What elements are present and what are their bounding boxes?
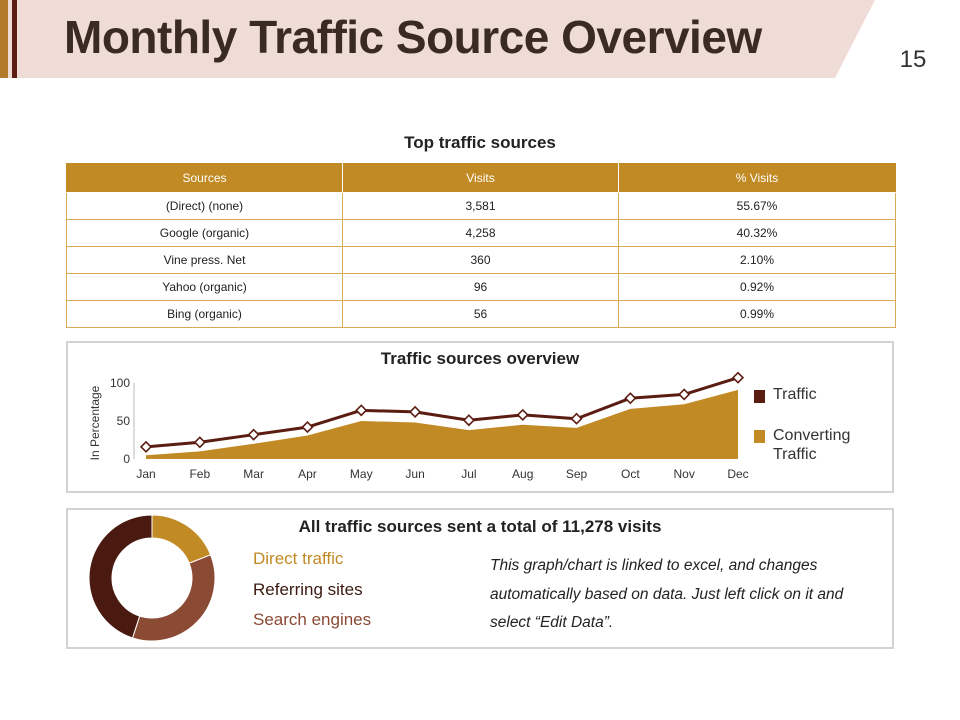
traffic-chart-panel: Traffic sources overview 0 50 100 In Percen… (66, 341, 894, 493)
header-cut-shape (835, 0, 960, 78)
x-tick-label: Aug (512, 467, 533, 481)
header-band (0, 0, 960, 78)
x-tick-label: Mar (243, 467, 264, 481)
y-axis-label: In Percentage (88, 385, 102, 460)
x-tick-label: Feb (189, 467, 210, 481)
column-header: Sources (66, 163, 343, 193)
table-cell: 3,581 (342, 192, 619, 220)
table-cell: Yahoo (organic) (66, 273, 343, 301)
column-header: % Visits (618, 163, 896, 193)
traffic-sources-table: Sources Visits % Visits (Direct) (none) … (66, 163, 896, 328)
accent-bar-brown (12, 0, 17, 78)
traffic-point (301, 420, 314, 434)
traffic-point (678, 388, 691, 401)
table-title: Top traffic sources (404, 133, 556, 152)
legend-swatch-converting (754, 430, 765, 443)
donut-slice-search-engines (131, 554, 216, 642)
chart-title: Traffic sources overview (380, 349, 580, 368)
traffic-donut-panel: All traffic sources sent a total of 11,2… (66, 508, 894, 649)
table-cell: 56 (342, 300, 619, 328)
series-line-traffic (145, 376, 739, 449)
x-tick-label: May (350, 467, 373, 481)
table-cell: 2.10% (618, 246, 896, 274)
table-cell: 0.92% (618, 273, 896, 301)
table-cell: Google (organic) (66, 219, 343, 247)
table-cell: Bing (organic) (66, 300, 343, 328)
column-header: Visits (342, 163, 619, 193)
legend-label-traffic: Traffic (773, 386, 817, 403)
x-tick-label: Jun (405, 467, 424, 481)
x-tick-label: Dec (727, 467, 748, 481)
traffic-line-chart: 0 50 100 In Percentage Jan Feb Mar Apr May Jun Jul… (88, 371, 749, 481)
traffic-point (355, 404, 368, 417)
excel-note: This graph/chart is linked to excel, and… (490, 557, 844, 631)
x-tick-label: Sep (566, 467, 588, 481)
table-cell: 96 (342, 273, 619, 301)
table-cell: 40.32% (618, 219, 896, 247)
y-tick-label: 0 (123, 452, 130, 466)
traffic-donut-chart (88, 514, 216, 642)
traffic-point (139, 440, 153, 453)
series-area-converting (146, 389, 738, 459)
donut-title: All traffic sources sent a total of 11,2… (298, 517, 662, 536)
accent-bar-gold (0, 0, 8, 78)
table-row: (Direct) (none) 3,581 55.67% (66, 192, 896, 220)
table-cell: (Direct) (none) (66, 192, 343, 220)
traffic-point (516, 408, 529, 422)
table-cell: Vine press. Net (66, 246, 343, 274)
traffic-point (409, 405, 422, 418)
donut-label-direct: Direct traffic (253, 549, 344, 568)
table-cell: 55.67% (618, 192, 896, 220)
legend-label-converting: Converting Traffic (773, 427, 851, 463)
donut-label-search: Search engines (253, 610, 372, 629)
x-tick-label: Jan (136, 467, 155, 481)
donut-label-referring: Referring sites (253, 580, 363, 599)
y-tick-label: 50 (117, 414, 131, 428)
table-row: Vine press. Net 360 2.10% (66, 246, 896, 274)
traffic-point (193, 436, 206, 449)
table-cell: 4,258 (342, 219, 619, 247)
table-header-row: Sources Visits % Visits (66, 163, 896, 193)
table-cell: 0.99% (618, 300, 896, 328)
traffic-point (462, 414, 475, 427)
traffic-point (247, 428, 260, 441)
x-tick-label: Nov (674, 467, 695, 481)
page-title: Monthly Traffic Source Overview (64, 11, 762, 63)
table-row: Bing (organic) 56 0.99% (66, 300, 896, 328)
table-row: Google (organic) 4,258 40.32% (66, 219, 896, 247)
x-tick-label: Jul (461, 467, 476, 481)
table-cell: 360 (342, 246, 619, 274)
y-tick-label: 100 (110, 376, 130, 390)
traffic-point (731, 371, 745, 384)
table-row: Yahoo (organic) 96 0.92% (66, 273, 896, 301)
traffic-point (624, 392, 637, 405)
x-tick-label: Apr (298, 467, 317, 481)
page-number: 15 (899, 46, 927, 73)
x-tick-label: Oct (621, 467, 640, 481)
traffic-point (570, 412, 583, 425)
legend-swatch-traffic (754, 390, 765, 403)
donut-slice-referring-sites (88, 514, 153, 639)
